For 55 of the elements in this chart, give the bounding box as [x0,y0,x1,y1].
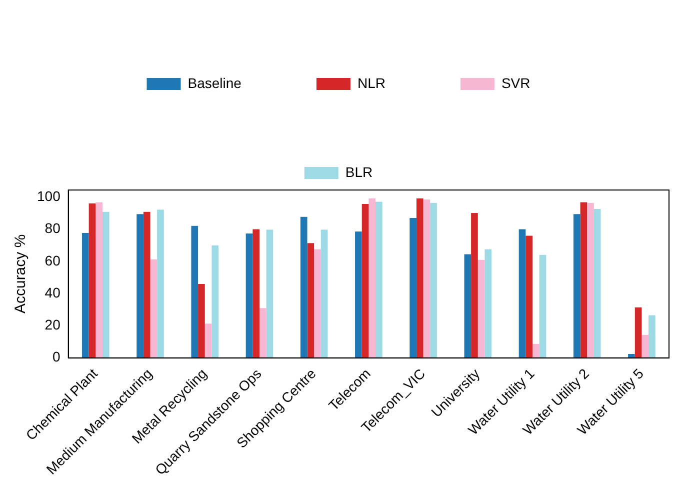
bar [594,208,601,358]
bar [478,260,485,358]
bar [430,202,437,358]
bar [573,214,580,358]
bar [355,231,362,358]
legend-label: SVR [501,74,530,91]
bar [484,249,492,358]
bar [416,198,424,358]
bar [266,230,274,358]
y-tick-label: 60 [44,252,61,268]
bar [628,354,635,358]
bar [204,324,212,358]
bar [518,229,526,358]
bar [88,203,96,358]
bar [464,254,472,358]
y-axis-title: Accuracy % [12,234,30,314]
bar [136,214,144,358]
bar [642,334,649,358]
bar [634,307,642,358]
bar [648,315,656,358]
bar [526,236,532,358]
bar [198,284,205,358]
legend-label: Baseline [188,74,242,91]
y-tick-label: 0 [52,348,61,365]
bar [532,344,540,358]
bar [150,259,158,358]
bar [376,202,382,358]
bar [246,234,253,358]
bar [471,212,478,358]
bar [423,199,430,358]
bar [320,230,328,358]
bar [157,210,164,358]
bar [314,249,321,358]
y-tick-label: 100 [37,188,61,204]
bar [539,254,546,358]
y-tick-label: 80 [44,220,61,236]
bar [580,202,588,358]
bar [252,229,260,358]
bar [307,243,314,358]
bar [96,202,102,358]
y-tick-label: 40 [44,284,61,300]
y-tick-label: 20 [44,316,61,333]
bar [143,212,150,358]
bar [587,202,594,358]
bar [82,233,89,358]
bar [410,218,416,358]
bar [368,198,376,358]
bar [212,245,219,358]
bar [300,216,308,358]
bar [102,212,110,358]
legend-label: BLR [345,164,373,180]
bar [191,226,198,358]
bar [259,308,266,358]
legend-label: NLR [357,74,386,91]
bar [362,204,369,358]
